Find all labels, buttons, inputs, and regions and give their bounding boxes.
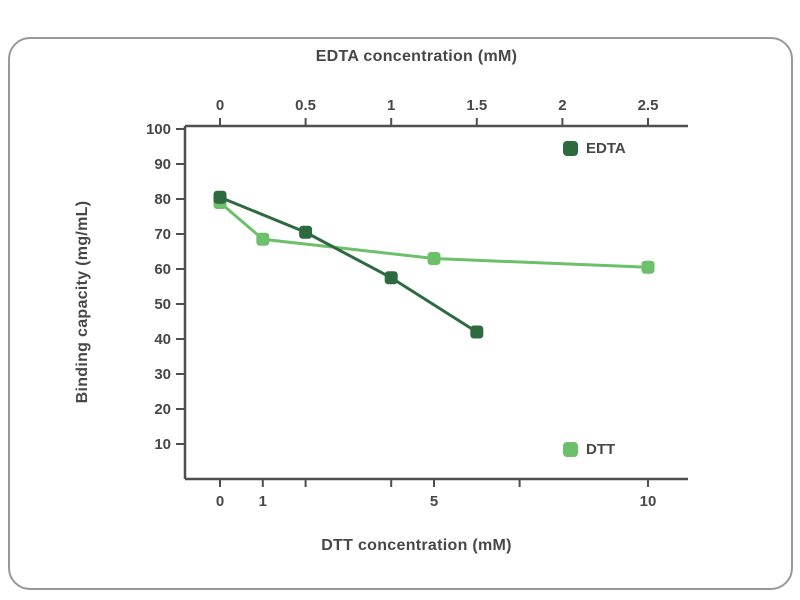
- y-tick-label: 80: [154, 191, 171, 208]
- y-tick-label: 100: [146, 121, 171, 138]
- y-tick-label: 10: [154, 436, 171, 453]
- legend-swatch-edta: [563, 141, 578, 156]
- y-tick-label: 40: [154, 331, 171, 348]
- series-line-dtt: [218, 201, 650, 269]
- y-tick-label: 90: [154, 156, 171, 173]
- top-tick-label: 2: [558, 97, 566, 114]
- legend-label-dtt: DTT: [586, 441, 616, 458]
- legend-label-edta: EDTA: [586, 140, 626, 157]
- bottom-tick-label: 0: [216, 493, 224, 510]
- series-line-edta: [218, 195, 479, 334]
- legend-item-edta: EDTA: [563, 140, 626, 157]
- y-tick-label: 20: [154, 401, 171, 418]
- series-marker-edta: [384, 271, 398, 285]
- binding-capacity-chart: 10 20 30 40 50 60 70 80 90 100 0 0.5 1 1.5 2 2.5 0 1 5 10: [146, 97, 688, 510]
- top-tick-label: 2.5: [638, 97, 659, 114]
- legend-swatch-dtt: [563, 442, 578, 457]
- y-tick-label: 30: [154, 366, 171, 383]
- chart-card: 10 20 30 40 50 60 70 80 90 100 0 0.5 1 1.5 2 2.5 0 1 5 10 E…: [8, 37, 793, 590]
- series-marker-dtt: [256, 232, 270, 246]
- top-tick-label: 1.5: [466, 97, 487, 114]
- y-axis-title: Binding capacity (mg/mL): [74, 200, 91, 404]
- top-tick-label: 1: [387, 97, 395, 114]
- y-tick-label: 50: [154, 296, 171, 313]
- top-tick-label: 0: [216, 97, 224, 114]
- series-marker-edta: [470, 325, 484, 339]
- top-axis-title: EDTA concentration (mM): [315, 48, 518, 65]
- series-marker-dtt: [641, 260, 655, 274]
- top-tick-label: 0.5: [295, 97, 316, 114]
- legend-item-dtt: DTT: [563, 441, 615, 458]
- bottom-tick-label: 1: [259, 493, 267, 510]
- y-tick-label: 70: [154, 226, 171, 243]
- series-marker-edta: [213, 190, 227, 204]
- series-marker-dtt: [427, 252, 441, 265]
- bottom-tick-label: 5: [430, 493, 438, 510]
- series-marker-edta: [299, 225, 313, 239]
- bottom-axis-title: DTT concentration (mM): [321, 537, 512, 554]
- bottom-tick-label: 10: [640, 493, 657, 510]
- y-tick-label: 60: [154, 261, 171, 278]
